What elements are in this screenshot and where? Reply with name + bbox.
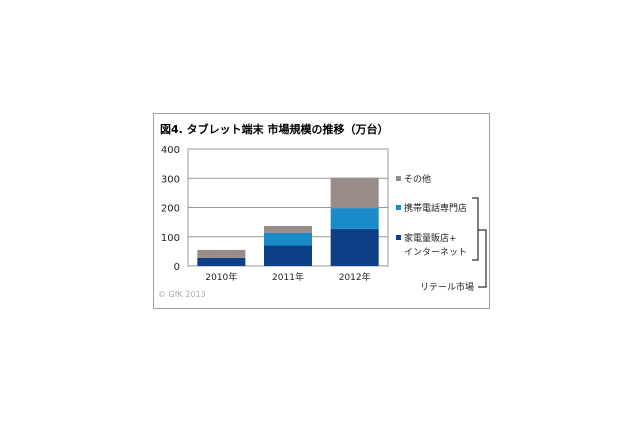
bracket <box>472 197 479 261</box>
y-tick-label: 300 <box>161 174 180 185</box>
bar-segment <box>264 225 312 233</box>
y-tick-label: 100 <box>161 233 180 244</box>
bar-segment <box>197 249 246 258</box>
copyright: © GfK 2013 <box>158 290 206 299</box>
bracket <box>478 229 487 288</box>
chart-title: 図4. タブレット端末 市場規模の推移（万台） <box>160 123 389 136</box>
bar-segment <box>197 257 246 266</box>
bar-segment <box>330 208 379 229</box>
legend-label: 家電量販店+ <box>404 232 457 244</box>
y-tick-label: 0 <box>174 262 180 273</box>
bar-segment <box>264 245 312 266</box>
x-tick-label: 2012年 <box>339 271 371 283</box>
legend-label: インターネット <box>404 247 467 258</box>
legend-label: その他 <box>404 173 431 185</box>
x-tick-label: 2010年 <box>205 271 237 283</box>
bar-segment <box>330 177 379 209</box>
legend-swatch <box>396 205 401 210</box>
y-tick-label: 400 <box>161 145 180 156</box>
legend-swatch <box>396 235 401 240</box>
legend-label: 携帯電話専門店 <box>404 202 467 214</box>
y-tick-label: 200 <box>161 204 180 215</box>
bracket-label: リテール市場 <box>420 281 474 293</box>
chart-frame <box>153 113 490 309</box>
bar-segment <box>264 232 312 246</box>
legend-swatch <box>396 176 401 181</box>
x-tick-label: 2011年 <box>272 271 304 283</box>
bar-segment <box>330 228 379 266</box>
